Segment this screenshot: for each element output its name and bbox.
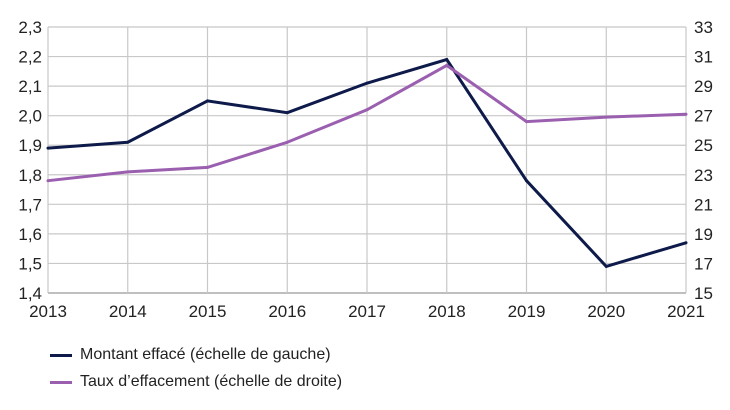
y-left-tick-label: 1,8 <box>18 166 42 185</box>
data-point-taux <box>126 170 130 174</box>
data-point-montant <box>365 81 369 85</box>
legend-label-montant: Montant effacé (échelle de gauche) <box>80 346 331 363</box>
y-right-tick-label: 29 <box>694 77 713 96</box>
y-left-tick-label: 2,0 <box>18 107 42 126</box>
x-tick-label: 2021 <box>667 302 705 321</box>
x-tick-label: 2015 <box>189 302 227 321</box>
data-point-taux <box>684 112 688 116</box>
y-left-tick-label: 1,4 <box>18 284 42 303</box>
y-left-tick-label: 2,2 <box>18 48 42 67</box>
y-left-tick-label: 1,9 <box>18 136 42 155</box>
data-point-montant <box>206 99 209 103</box>
x-tick-label: 2016 <box>268 302 306 321</box>
data-point-montant <box>604 264 608 268</box>
y-right-tick-label: 31 <box>694 48 713 67</box>
data-point-montant <box>46 146 50 150</box>
data-point-taux <box>525 120 528 124</box>
legend-item-montant: Montant effacé (échelle de gauche) <box>50 346 331 364</box>
legend-swatch-montant <box>50 353 72 357</box>
x-tick-label: 2020 <box>587 302 625 321</box>
x-tick-label: 2019 <box>508 302 546 321</box>
data-point-montant <box>285 111 289 115</box>
y-right-tick-label: 17 <box>694 254 713 273</box>
y-left-tick-label: 1,6 <box>18 225 42 244</box>
data-point-montant <box>525 179 528 183</box>
data-point-montant <box>126 140 130 144</box>
data-point-taux <box>285 140 289 144</box>
x-tick-label: 2017 <box>348 302 386 321</box>
y-left-tick-label: 1,7 <box>18 195 42 214</box>
y-right-tick-label: 25 <box>694 136 713 155</box>
y-right-tick-label: 19 <box>694 225 713 244</box>
data-point-taux <box>445 63 449 67</box>
y-right-tick-label: 21 <box>694 195 713 214</box>
data-point-taux <box>604 115 608 119</box>
y-left-tick-label: 2,3 <box>18 18 42 37</box>
data-point-montant <box>445 58 449 62</box>
x-tick-label: 2018 <box>428 302 466 321</box>
y-right-tick-label: 15 <box>694 284 713 303</box>
x-tick-label: 2013 <box>29 302 67 321</box>
data-point-taux <box>46 179 50 183</box>
dual-axis-line-chart: 1,4 15 1,5 17 1,6 19 1,7 21 1,8 23 1,9 25 2,0 27 2,1 29… <box>18 18 713 321</box>
y-left-tick-label: 2,1 <box>18 77 42 96</box>
legend-label-taux: Taux d’effacement (échelle de droite) <box>80 373 343 390</box>
data-point-taux <box>365 108 369 112</box>
legend-swatch-taux <box>50 380 72 384</box>
y-right-tick-label: 27 <box>694 107 713 126</box>
data-point-taux <box>206 165 209 169</box>
data-point-montant <box>684 241 688 245</box>
y-right-tick-label: 23 <box>694 166 713 185</box>
y-left-tick-label: 1,5 <box>18 254 42 273</box>
x-tick-label: 2014 <box>109 302 147 321</box>
legend-item-taux: Taux d’effacement (échelle de droite) <box>50 373 342 391</box>
y-right-tick-label: 33 <box>694 18 713 37</box>
